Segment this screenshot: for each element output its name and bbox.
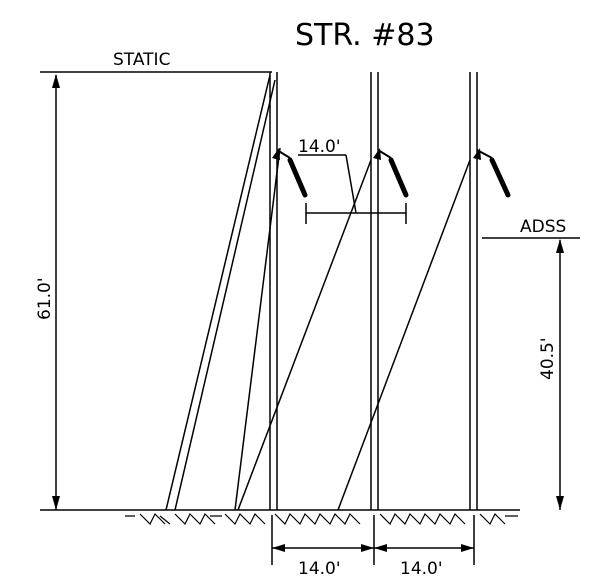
static-label: STATIC [113,50,170,70]
pole-right [469,72,478,510]
ground-hatch-icon [125,512,518,526]
structure-title: STR. #83 [295,18,435,53]
adss-height-label: 40.5' [538,337,558,380]
guy-wire [237,159,372,511]
ground [40,509,520,526]
insulator-right-icon [473,148,511,198]
total-height-label: 61.0' [35,277,55,320]
arrow-up-icon [556,239,564,253]
pole-spacing-dimension: 14.0' 14.0' [271,515,475,579]
guy-wires [165,74,471,511]
arrow-left-icon [272,544,285,552]
total-height-dimension: 61.0' [35,74,60,510]
pole-middle [370,72,379,510]
pole-spacing-left-label: 14.0' [298,559,341,579]
insulator-left-icon [272,148,308,198]
arrow-left-icon [374,544,387,552]
guy-wire [234,147,281,511]
guy-wire [337,159,471,511]
spacing-leader-line [345,154,357,214]
insulator-spacing-dimension: 14.0' [298,137,407,224]
guy-wire [165,74,271,511]
arrow-down-icon [556,496,564,510]
adss-height-dimension: 40.5' [538,239,564,510]
arrow-down-icon [52,496,60,510]
guy-wire [174,79,276,511]
arrow-right-icon [361,544,374,552]
arrow-up-icon [52,74,60,88]
pole-left [269,72,278,510]
insulator-middle-icon [373,148,409,198]
arrow-right-icon [461,544,474,552]
insulator-spacing-label: 14.0' [298,137,341,157]
adss-label: ADSS [520,217,566,237]
pole-spacing-right-label: 14.0' [400,559,443,579]
